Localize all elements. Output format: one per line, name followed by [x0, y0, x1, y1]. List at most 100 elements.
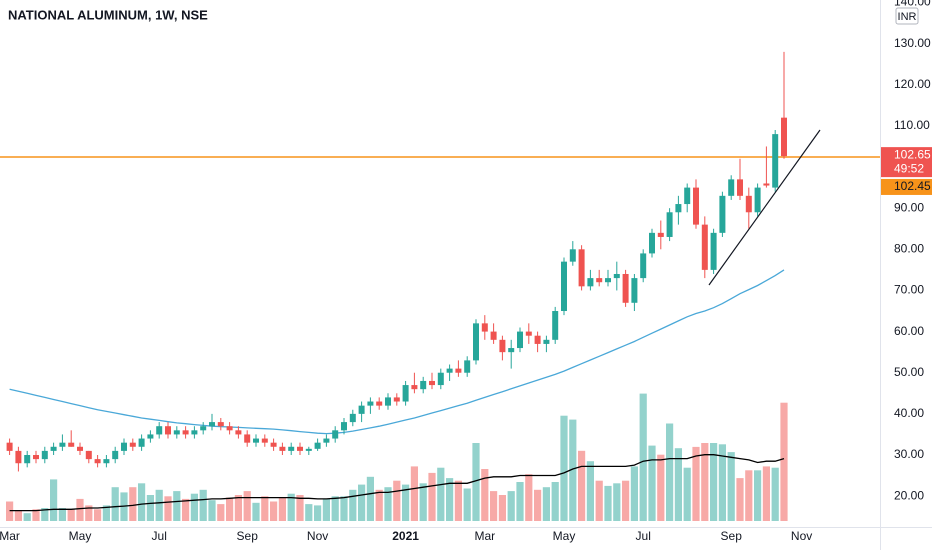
- candle-body: [420, 380, 427, 390]
- volume-bar: [173, 491, 181, 521]
- candle-body: [121, 442, 127, 451]
- volume-bar: [252, 502, 260, 521]
- candle-body: [640, 253, 647, 279]
- candle-body: [569, 249, 576, 262]
- x-tick-label: Sep: [721, 529, 743, 543]
- volume-bar: [384, 487, 392, 521]
- candle-body: [481, 323, 488, 332]
- volume-bar: [349, 489, 357, 521]
- volume-bar: [542, 487, 550, 521]
- volume-bar: [102, 505, 110, 521]
- candle-body: [534, 335, 541, 344]
- candle-body: [490, 331, 497, 340]
- volume-bar: [780, 402, 788, 521]
- volume-bar: [393, 480, 401, 521]
- volume-ma-line: [9, 454, 785, 512]
- candle-body: [270, 442, 277, 447]
- volume-bar: [322, 498, 330, 521]
- candle-body: [314, 442, 321, 449]
- volume-bar: [23, 513, 31, 521]
- volume-bar: [762, 466, 770, 521]
- volume-bar: [771, 467, 779, 521]
- candle-body: [596, 278, 603, 283]
- volume-bar: [701, 443, 709, 521]
- candle-body: [376, 401, 383, 406]
- price-ma-line: [9, 269, 785, 435]
- price-line-label: 102.45: [894, 179, 931, 193]
- candle-body: [437, 372, 444, 386]
- x-tick-label: Mar: [0, 529, 20, 543]
- candle-body: [182, 430, 189, 435]
- candle-body: [103, 459, 110, 464]
- volume-bar: [745, 470, 753, 521]
- volume-bar: [428, 472, 436, 521]
- volume-bar: [604, 485, 612, 521]
- volume-bar: [217, 504, 225, 521]
- candle-body: [358, 405, 365, 414]
- trend-line: [708, 129, 821, 286]
- volume-bar: [481, 469, 489, 521]
- volume-bar: [622, 480, 630, 521]
- candle-body: [728, 179, 735, 196]
- volume-bar: [199, 489, 207, 521]
- volume-bar: [534, 489, 542, 521]
- candle-body: [393, 397, 400, 402]
- volume-bar: [454, 480, 462, 521]
- y-tick-label: 70.00: [894, 283, 924, 297]
- y-tick-label: 140.00: [894, 0, 931, 9]
- y-tick-label: 130.00: [894, 36, 931, 50]
- candle-body: [156, 426, 163, 435]
- candle-body: [781, 117, 787, 157]
- candle-body: [429, 380, 435, 386]
- volume-bar: [710, 443, 718, 521]
- volume-bar: [666, 423, 674, 521]
- candle-body: [517, 331, 523, 349]
- y-tick-label: 40.00: [894, 406, 924, 420]
- volume-bar: [314, 505, 322, 521]
- x-tick-label: Nov: [791, 529, 812, 543]
- x-tick-label: May: [69, 529, 92, 543]
- candle-body: [77, 446, 83, 451]
- candle-body: [622, 273, 629, 303]
- candle-body: [446, 368, 453, 373]
- volume-bar: [630, 466, 638, 521]
- volume-bar: [358, 484, 366, 521]
- volume-bar: [182, 498, 190, 521]
- volume-bar: [270, 501, 278, 521]
- volume-bar: [58, 508, 66, 521]
- volume-bar: [648, 445, 656, 521]
- volume-bar: [472, 443, 480, 521]
- candle-body: [6, 442, 13, 451]
- volume-bar: [613, 483, 621, 521]
- volume-bar: [498, 495, 506, 521]
- candle-body: [402, 385, 409, 402]
- candle-body: [305, 448, 312, 451]
- candle-body: [675, 204, 682, 213]
- candle-body: [587, 278, 594, 287]
- volume-bar: [639, 393, 647, 521]
- volume-bar: [190, 493, 198, 521]
- candle-body: [297, 446, 303, 451]
- candle-body: [499, 339, 506, 353]
- candle-body: [279, 446, 286, 451]
- volume-bar: [754, 470, 762, 521]
- candle-body: [367, 401, 374, 406]
- candle-body: [455, 368, 462, 373]
- candle-body: [33, 455, 39, 460]
- candle-body: [112, 450, 119, 460]
- candle-body: [253, 438, 259, 443]
- volume-bar: [657, 454, 665, 521]
- volume-bar: [305, 504, 313, 521]
- candle-body: [323, 438, 330, 443]
- currency: INR: [898, 11, 917, 23]
- countdown-label: 49:52: [894, 161, 924, 175]
- volume-bar: [146, 495, 154, 521]
- x-tick-label: Mar: [474, 529, 495, 543]
- volume-bar: [366, 476, 374, 521]
- candle-body: [543, 339, 550, 344]
- candle-body: [165, 426, 171, 435]
- candle-body: [138, 438, 145, 447]
- candle-body: [666, 212, 673, 237]
